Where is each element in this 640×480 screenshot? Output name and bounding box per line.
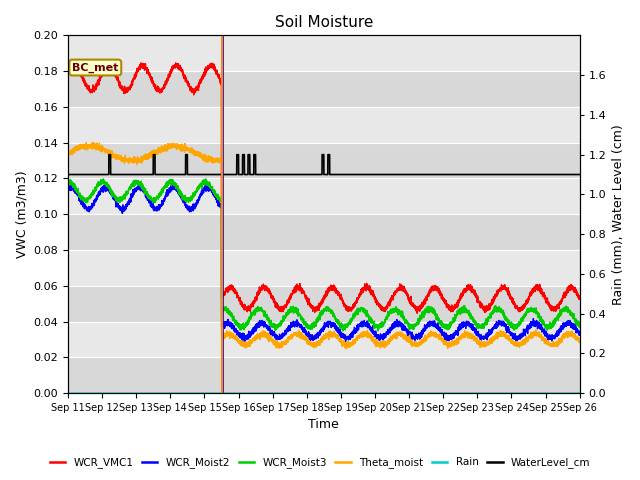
Bar <box>68 36 580 71</box>
Text: BC_met: BC_met <box>72 62 118 72</box>
Bar <box>68 179 580 214</box>
Bar <box>68 250 580 286</box>
Bar <box>68 286 580 322</box>
Bar <box>68 143 580 179</box>
Y-axis label: VWC (m3/m3): VWC (m3/m3) <box>15 170 28 258</box>
Y-axis label: Rain (mm), Water Level (cm): Rain (mm), Water Level (cm) <box>612 124 625 305</box>
Bar <box>68 322 580 357</box>
X-axis label: Time: Time <box>308 419 339 432</box>
Bar <box>68 214 580 250</box>
Bar <box>68 71 580 107</box>
Bar <box>68 357 580 393</box>
Legend: WCR_VMC1, WCR_Moist2, WCR_Moist3, Theta_moist, Rain, WaterLevel_cm: WCR_VMC1, WCR_Moist2, WCR_Moist3, Theta_… <box>45 453 595 472</box>
Bar <box>68 107 580 143</box>
Title: Soil Moisture: Soil Moisture <box>275 15 373 30</box>
